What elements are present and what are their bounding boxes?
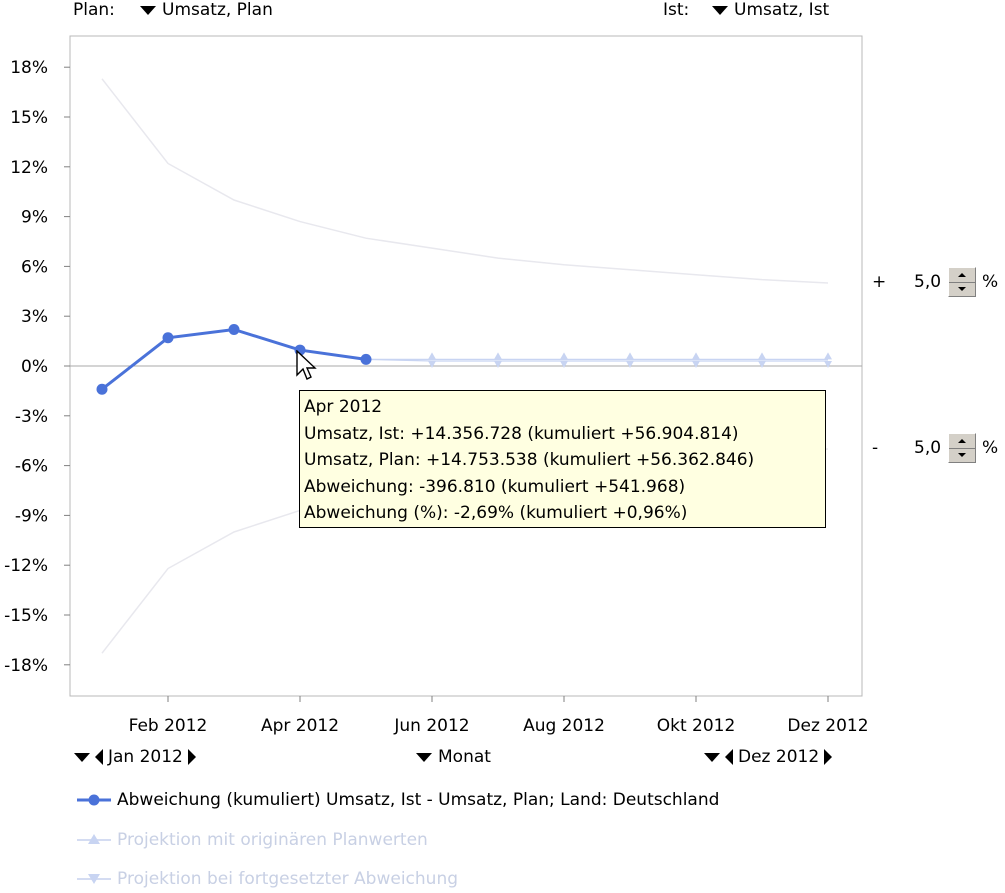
projection-deviation-line bbox=[365, 358, 828, 362]
x-tick-label: Apr 2012 bbox=[261, 716, 339, 736]
projection-plan-marker bbox=[626, 352, 634, 360]
x-tick-label: Aug 2012 bbox=[523, 716, 605, 736]
ist-series-value: Umsatz, Ist bbox=[734, 0, 830, 20]
deviation-line bbox=[101, 327, 367, 391]
x-tick-label: Okt 2012 bbox=[657, 716, 736, 736]
lower-threshold-sign: - bbox=[872, 438, 879, 458]
start-period-value: Jan 2012 bbox=[108, 747, 183, 767]
tooltip-actual: Umsatz, Ist: +14.356.728 (kumuliert +56.… bbox=[304, 423, 739, 444]
mouse-cursor-icon bbox=[296, 350, 317, 380]
deviation-point bbox=[228, 323, 240, 335]
y-tick-label: -9% bbox=[15, 506, 48, 526]
dropdown-arrow-icon[interactable] bbox=[704, 752, 720, 762]
legend-marker-triangle-down-icon bbox=[77, 874, 111, 884]
deviation-point bbox=[162, 332, 174, 344]
y-tick-label: 0% bbox=[21, 357, 48, 377]
spin-up-icon[interactable] bbox=[949, 434, 975, 449]
legend-label: Projektion mit originären Planwerten bbox=[117, 830, 428, 850]
dropdown-arrow-icon bbox=[416, 752, 432, 762]
dropdown-arrow-icon[interactable] bbox=[74, 752, 90, 762]
lower-threshold-value[interactable]: 5,0 bbox=[914, 438, 942, 458]
plan-series-selector[interactable]: Umsatz, Plan bbox=[140, 0, 273, 20]
legend-item-deviation[interactable]: Abweichung (kumuliert) Umsatz, Ist - Ums… bbox=[75, 790, 719, 810]
end-period-value: Dez 2012 bbox=[738, 747, 820, 767]
tooltip-plan: Umsatz, Plan: +14.753.538 (kumuliert +56… bbox=[304, 450, 755, 470]
y-tick-label: 12% bbox=[10, 158, 48, 178]
ist-series-selector[interactable]: Umsatz, Ist bbox=[712, 0, 829, 20]
legend-label: Abweichung (kumuliert) Umsatz, Ist - Ums… bbox=[117, 790, 720, 810]
y-tick-label: 6% bbox=[21, 257, 48, 277]
plan-label: Plan: bbox=[73, 0, 115, 20]
granularity-value: Monat bbox=[438, 747, 491, 767]
granularity-selector[interactable]: Monat bbox=[416, 747, 491, 767]
previous-arrow-icon[interactable] bbox=[725, 749, 733, 765]
legend-item-projection-plan[interactable]: Projektion mit originären Planwerten bbox=[75, 830, 428, 850]
tooltip-period: Apr 2012 bbox=[304, 397, 383, 417]
dropdown-arrow-icon bbox=[712, 5, 728, 15]
y-tick-label: 3% bbox=[21, 307, 48, 327]
projection-deviation-marker bbox=[758, 361, 766, 369]
projection-plan-marker bbox=[494, 352, 502, 360]
projection-deviation-marker bbox=[824, 361, 832, 369]
y-tick-label: 18% bbox=[10, 58, 48, 78]
projection-plan-marker bbox=[560, 352, 568, 360]
projection-deviation-marker bbox=[494, 361, 502, 369]
y-tick-label: -3% bbox=[15, 407, 48, 427]
y-tick-label: -6% bbox=[15, 457, 48, 477]
start-period-selector[interactable]: Jan 2012 bbox=[74, 747, 196, 767]
end-period-selector[interactable]: Dez 2012 bbox=[704, 747, 833, 767]
y-tick-label: -12% bbox=[4, 556, 48, 576]
spin-up-icon[interactable] bbox=[949, 268, 975, 283]
deviation-point bbox=[96, 383, 108, 395]
y-tick-label: -15% bbox=[4, 606, 48, 626]
y-tick-label: 15% bbox=[10, 108, 48, 128]
legend-item-projection-deviation[interactable]: Projektion bei fortgesetzter Abweichung bbox=[75, 869, 458, 889]
plan-series-value: Umsatz, Plan bbox=[162, 0, 273, 20]
spin-down-icon[interactable] bbox=[949, 448, 975, 462]
projection-deviation-marker bbox=[560, 361, 568, 369]
next-arrow-icon[interactable] bbox=[824, 749, 833, 765]
x-tick-label: Jun 2012 bbox=[393, 716, 469, 736]
upper-tolerance-curve bbox=[101, 78, 829, 284]
plot-area-frame bbox=[69, 35, 863, 697]
y-tick-label: -18% bbox=[4, 656, 48, 676]
upper-threshold-spinner[interactable] bbox=[948, 267, 976, 297]
deviation-point bbox=[360, 353, 372, 365]
previous-arrow-icon[interactable] bbox=[95, 749, 103, 765]
projection-plan-marker bbox=[428, 352, 436, 360]
data-tooltip: Apr 2012 Umsatz, Ist: +14.356.728 (kumul… bbox=[299, 390, 826, 528]
upper-threshold-sign: + bbox=[872, 272, 887, 292]
x-tick-label: Dez 2012 bbox=[787, 716, 868, 736]
legend-marker-triangle-up-icon bbox=[77, 834, 111, 844]
spin-down-icon[interactable] bbox=[949, 282, 975, 296]
upper-threshold-value[interactable]: 5,0 bbox=[914, 272, 942, 292]
projection-deviation-marker bbox=[626, 361, 634, 369]
projection-plan-marker bbox=[758, 352, 766, 360]
lower-threshold-spinner[interactable] bbox=[948, 433, 976, 463]
next-arrow-icon[interactable] bbox=[187, 749, 196, 765]
dropdown-arrow-icon bbox=[140, 5, 156, 15]
legend-label: Projektion bei fortgesetzter Abweichung bbox=[117, 869, 459, 889]
upper-threshold-unit: % bbox=[982, 272, 999, 292]
x-tick-label: Feb 2012 bbox=[129, 716, 208, 736]
legend-marker-circle-icon bbox=[77, 794, 111, 806]
y-tick-label: 9% bbox=[21, 208, 48, 228]
projection-deviation-marker bbox=[692, 361, 700, 369]
ist-label: Ist: bbox=[663, 0, 690, 20]
tooltip-deviation-percent: Abweichung (%): -2,69% (kumuliert +0,96%… bbox=[304, 503, 688, 523]
tooltip-deviation: Abweichung: -396.810 (kumuliert +541.968… bbox=[304, 476, 686, 497]
projection-deviation-marker bbox=[428, 361, 436, 369]
projection-plan-marker bbox=[692, 352, 700, 360]
lower-threshold-unit: % bbox=[982, 438, 999, 458]
projection-plan-marker bbox=[824, 352, 832, 360]
